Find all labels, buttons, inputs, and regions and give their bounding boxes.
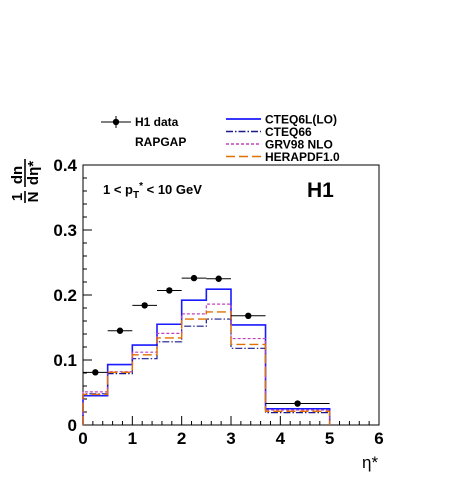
data-point — [116, 327, 124, 334]
data-point — [190, 274, 198, 282]
legend-label-3: GRV98 NLO — [265, 138, 333, 152]
y-label-num2: dn — [9, 166, 26, 184]
y-tick-label: 0.1 — [53, 351, 77, 370]
y-label-den1: N — [25, 192, 42, 203]
x-tick-label: 2 — [177, 429, 186, 448]
data-point — [166, 287, 173, 294]
y-label-num1: 1 — [9, 193, 26, 201]
x-tick-label: 5 — [325, 429, 334, 448]
y-label-den2: dη* — [25, 161, 42, 185]
x-tick-label: 4 — [276, 429, 286, 448]
x-tick-label: 0 — [78, 429, 87, 448]
legend-group-label: RAPGAP — [135, 135, 186, 149]
data-point — [215, 275, 222, 282]
legend-label-1: CTEQ6L(LO) — [265, 113, 337, 127]
x-tick-label: 1 — [128, 429, 137, 448]
axis-ticks — [82, 164, 370, 426]
axis-tick-labels: 0 1 2 3 4 5 6 0 0.1 0.2 0.3 0.4 — [53, 156, 383, 448]
legend-left: H1 data RAPGAP — [101, 115, 186, 149]
data-point — [141, 302, 148, 309]
y-tick-label: 0 — [68, 416, 77, 435]
x-tick-label: 3 — [226, 429, 235, 448]
series-histogram-1 — [82, 288, 331, 425]
data-point — [245, 312, 252, 319]
experiment-label: H1 — [307, 179, 334, 202]
y-tick-label: 0.3 — [53, 221, 77, 240]
kinematic-cut-label: 1 < pT* < 10 GeV — [103, 181, 202, 201]
x-tick-label: 6 — [374, 429, 383, 448]
legend-label-4: HERAPDF1.0 — [265, 150, 340, 164]
x-axis-label: η* — [362, 453, 378, 472]
data-points — [83, 274, 330, 407]
y-axis-label: 1 N dn dη* — [9, 159, 42, 203]
y-tick-label: 0.4 — [53, 156, 77, 175]
series-histogram-4 — [82, 311, 331, 425]
y-tick-label: 0.2 — [53, 286, 77, 305]
data-point — [92, 369, 99, 376]
data-point — [294, 400, 301, 407]
legend-data-marker-dot — [112, 118, 120, 126]
mc-series — [82, 288, 331, 425]
legend-label-2: CTEQ66 — [265, 125, 312, 139]
legend-data-label: H1 data — [135, 115, 179, 129]
